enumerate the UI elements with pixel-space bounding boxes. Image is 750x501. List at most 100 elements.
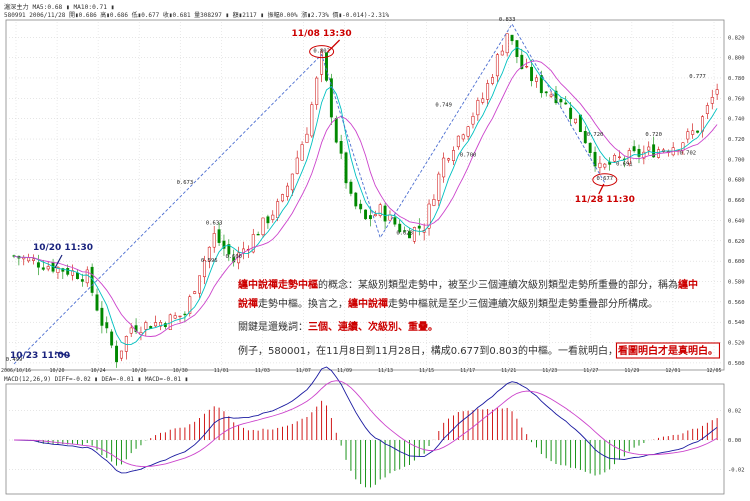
- candle-body: [588, 142, 592, 153]
- candle-body: [373, 214, 377, 217]
- y-tick-label: 0.580: [728, 280, 745, 286]
- candle-body: [618, 156, 621, 158]
- price-label: 0.691: [616, 162, 633, 168]
- candle-body: [471, 116, 475, 125]
- candle-body: [549, 94, 553, 97]
- arrow-1023: [54, 351, 71, 357]
- text-line-2: 說禪走勢中樞。換言之，纏中說禪走勢中樞就是至少三個連續次級別類型走勢重疊部分所構…: [238, 297, 658, 310]
- y-tick-label: 0.520: [728, 341, 745, 347]
- text-line-3: 關鍵是還幾詞：三個、連續、次級別、重疊。: [238, 320, 438, 333]
- time-annotation: 11/08 13:30: [292, 29, 352, 39]
- candle-body: [710, 96, 714, 104]
- candle-body: [456, 135, 460, 148]
- candle-body: [696, 130, 700, 133]
- x-tick-label: 11/21: [501, 368, 516, 374]
- candle-body: [359, 203, 363, 210]
- y-tick-label: 0.680: [728, 178, 745, 184]
- header-line-1: 滬深主力 MA5:0.68 ▮ MA10:0.71 ▮: [4, 3, 114, 11]
- candle-body: [315, 77, 319, 105]
- candle-body: [403, 230, 407, 232]
- y-tick-label: 0.600: [728, 259, 745, 265]
- candle-body: [36, 262, 40, 268]
- candle-body: [46, 266, 50, 270]
- price-label: 0.720: [645, 132, 662, 138]
- candle-body: [212, 233, 216, 248]
- x-tick-label: 11/23: [542, 368, 557, 374]
- text-run: 例子，580001，在11月8日到11月28日，構成0.677到0.803的中樞…: [238, 344, 618, 357]
- candle-body: [266, 216, 270, 224]
- candle-body: [466, 126, 470, 137]
- candle-body: [412, 227, 416, 242]
- candle-body: [276, 201, 280, 218]
- candle-body: [393, 217, 397, 225]
- y-tick-label: 0.540: [728, 320, 745, 326]
- candle-body: [198, 275, 201, 294]
- y-tick-label: 0.800: [728, 56, 745, 62]
- macd-line: [14, 380, 718, 468]
- y-tick-label: 0.740: [728, 117, 745, 123]
- candle-body: [339, 140, 343, 154]
- y-tick-label: 0.500: [728, 361, 745, 367]
- price-label: 0.749: [435, 103, 452, 109]
- candle-body: [442, 157, 446, 178]
- candle-body: [251, 234, 255, 253]
- candle-body: [80, 279, 84, 282]
- candle-body: [183, 313, 187, 316]
- candle-body: [451, 150, 455, 161]
- text-run: 走勢中樞就是至少三個連續次級別類型走勢重疊部分所構成。: [388, 297, 658, 310]
- x-tick-label: 11/29: [624, 368, 639, 374]
- candle-body: [491, 77, 494, 84]
- price-label: 0.777: [689, 74, 706, 80]
- candle-body: [27, 257, 31, 262]
- macd-tick-label: 0.02: [728, 408, 741, 414]
- text-run: 走勢中樞。換言之，: [258, 297, 348, 310]
- x-tick-label: 11/03: [255, 368, 270, 374]
- x-tick-label: 11/13: [378, 368, 393, 374]
- candle-body: [705, 105, 709, 114]
- candle-body: [320, 51, 324, 75]
- candle-body: [530, 66, 534, 82]
- candle-body: [583, 130, 587, 144]
- candle-body: [613, 155, 617, 162]
- candle-body: [520, 54, 524, 70]
- candle-body: [178, 315, 182, 318]
- candle-body: [495, 54, 499, 77]
- candle-body: [476, 100, 480, 116]
- arrow-low: [598, 183, 605, 195]
- price-label: 0.802: [313, 49, 330, 55]
- candle-body: [41, 267, 45, 270]
- candle-body: [222, 240, 226, 249]
- low-circle: [592, 173, 618, 187]
- x-tick-label: 11/27: [583, 368, 598, 374]
- wave-dashed-line: [13, 23, 606, 365]
- arrow-1020: [54, 254, 63, 269]
- highlight-box: [615, 342, 721, 359]
- candle-body: [110, 331, 114, 346]
- text-run: 纏中說禪: [348, 297, 388, 310]
- candle-body: [305, 133, 309, 143]
- x-tick-label: 10/20: [50, 368, 65, 374]
- candle-body: [300, 144, 304, 161]
- candle-body: [715, 89, 719, 95]
- candle-body: [66, 268, 70, 275]
- candle-body: [56, 267, 60, 273]
- candle-body: [32, 258, 35, 261]
- candle-body: [691, 130, 695, 135]
- x-tick-label: 11/15: [419, 368, 434, 374]
- macd-header: MACD(12,26,9) DIFF=-0.02 ▮ DEA=-0.01 ▮ M…: [4, 376, 188, 383]
- candle-body: [564, 102, 568, 105]
- time-annotation: 11/28 11:30: [575, 195, 635, 205]
- x-tick-label: 10/26: [132, 368, 147, 374]
- candle-body: [432, 199, 436, 206]
- price-label: 0.623: [396, 231, 413, 237]
- candle-body: [329, 78, 333, 118]
- x-tick-label: 10/24: [91, 368, 106, 374]
- candle-body: [217, 229, 221, 243]
- price-label: 0.677: [597, 176, 614, 182]
- x-tick-label: 11/09: [337, 368, 352, 374]
- candle-body: [349, 181, 353, 194]
- candle-body: [334, 118, 338, 143]
- price-label: 0.673: [177, 180, 194, 186]
- candle-body: [510, 34, 514, 42]
- macd-tick-label: -0.02: [728, 468, 745, 474]
